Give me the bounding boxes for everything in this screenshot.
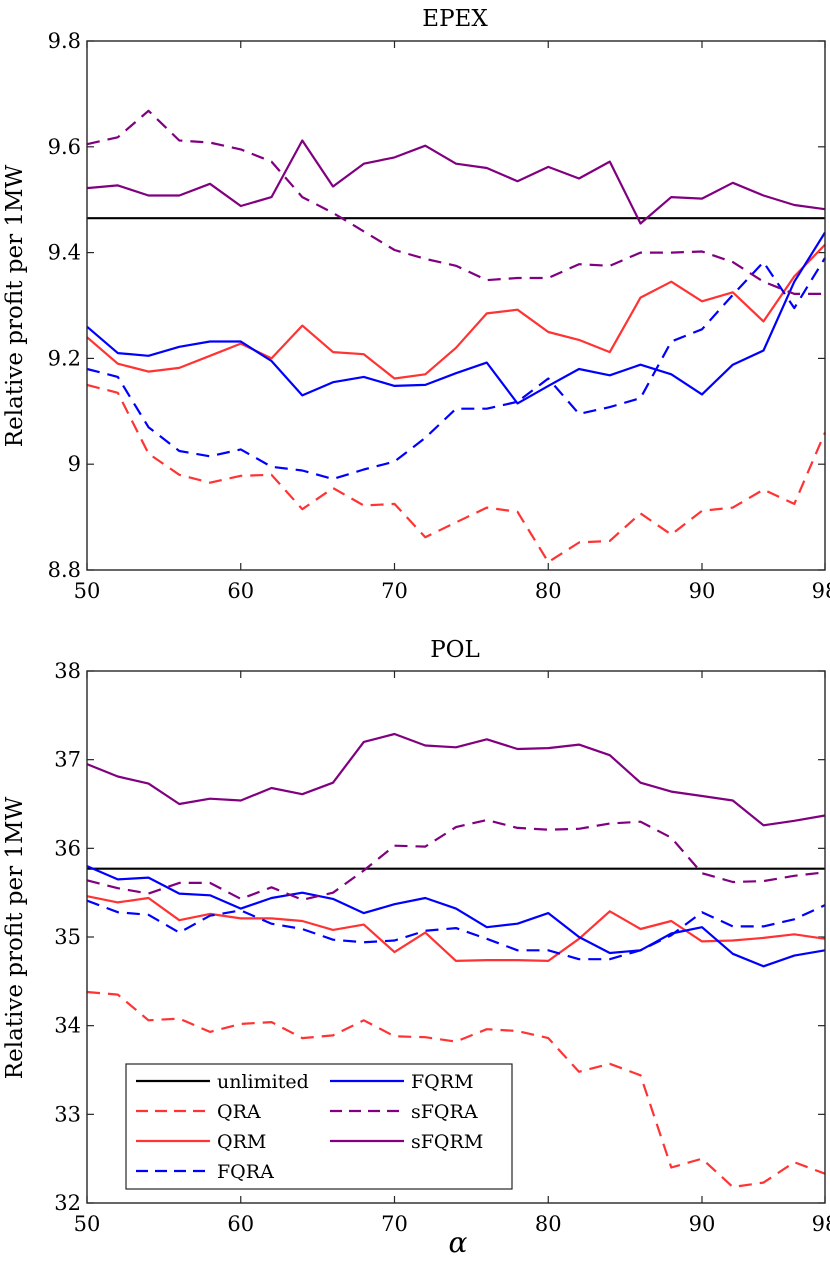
- pol-series-lines: [86, 732, 826, 1189]
- legend: unlimited QRA QRM FQRA FQRM sFQRA: [125, 1063, 513, 1190]
- pol-y-tick-label-32: 32: [54, 1191, 81, 1215]
- epex-x-tick-label-80: 80: [535, 579, 562, 603]
- epex-x-tick-label-70: 70: [381, 579, 408, 603]
- epex-y-tick-label-9-8: 9.8: [48, 29, 81, 53]
- legend-label-sfqra: sFQRA: [411, 1101, 478, 1123]
- pol-x-tick-label-50: 50: [74, 1212, 101, 1236]
- legend-label-sfqrm: sFQRM: [411, 1131, 483, 1153]
- epex-y-tick-label-9-6: 9.6: [48, 135, 81, 159]
- pol-y-tick-label-35: 35: [54, 925, 81, 949]
- pol-x-tick-label-70: 70: [381, 1212, 408, 1236]
- legend-entry-fqrm: FQRM: [330, 1071, 474, 1093]
- pol-x-tick-label-80: 80: [535, 1212, 562, 1236]
- epex-x-tick-label-98: 98: [812, 579, 830, 603]
- legend-label-unlimited: unlimited: [217, 1071, 309, 1093]
- legend-entry-sfqrm: sFQRM: [330, 1131, 483, 1153]
- pol-y-tick-label-34: 34: [54, 1014, 81, 1038]
- epex-series-sfqrm-line: [86, 139, 826, 225]
- x-axis-label-alpha: α: [449, 1226, 468, 1259]
- epex-series-sfqra-line: [86, 109, 825, 295]
- legend-entry-qrm: QRM: [136, 1131, 266, 1153]
- epex-chart-title: EPEX: [422, 6, 488, 32]
- pol-series-sfqra-line: [86, 818, 826, 901]
- epex-series-qra-line: [86, 383, 827, 564]
- legend-entry-qra: QRA: [136, 1101, 261, 1123]
- legend-label-fqra: FQRA: [217, 1161, 274, 1183]
- epex-y-axis-label: Relative profit per 1MW: [2, 164, 28, 447]
- epex-y-tick-label-9: 9: [68, 452, 81, 476]
- legend-label-fqrm: FQRM: [411, 1071, 474, 1093]
- legend-label-qra: QRA: [217, 1101, 261, 1123]
- epex-series-qrm-line: [86, 243, 826, 380]
- epex-ticks: 50 60 70 80 90 98 8.8 9 9.2 9.4 9.6 9.8: [48, 29, 830, 603]
- epex-series-lines: [86, 109, 827, 564]
- epex-x-tick-label-60: 60: [227, 579, 254, 603]
- pol-series-fqrm-line: [86, 865, 826, 968]
- epex-y-tick-label-9-4: 9.4: [48, 241, 81, 265]
- pol-axes-frame: [86, 670, 826, 1204]
- pol-y-tick-label-37: 37: [54, 748, 81, 772]
- epex-chart: EPEX Relative profit per 1MW 50 60 70 80 90 9…: [2, 6, 830, 603]
- pol-x-tick-label-90: 90: [689, 1212, 716, 1236]
- epex-axes-frame: [86, 40, 826, 571]
- pol-y-axis-label: Relative profit per 1MW: [2, 796, 28, 1079]
- legend-entry-sfqra: sFQRA: [330, 1101, 478, 1123]
- epex-y-tick-label-8-8: 8.8: [48, 558, 81, 582]
- epex-x-tick-label-50: 50: [74, 579, 101, 603]
- epex-y-tick-label-9-2: 9.2: [48, 346, 81, 370]
- pol-chart: POL Relative profit per 1MW 50 60 70 80 90 98…: [2, 637, 830, 1259]
- pol-series-fqra-line: [86, 899, 826, 961]
- pol-series-qra-line: [86, 990, 826, 1189]
- legend-label-qrm: QRM: [217, 1131, 266, 1153]
- pol-series-sfqrm-line: [86, 732, 826, 827]
- epex-series-fqra-line: [86, 257, 826, 481]
- epex-series-fqrm-line: [86, 231, 826, 405]
- pol-y-tick-label-38: 38: [54, 659, 81, 683]
- legend-entry-fqra: FQRA: [136, 1161, 274, 1183]
- legend-box: [125, 1063, 513, 1190]
- pol-chart-title: POL: [430, 637, 480, 663]
- pol-series-qrm-line: [86, 895, 826, 963]
- pol-y-tick-label-33: 33: [54, 1102, 81, 1126]
- epex-x-tick-label-90: 90: [689, 579, 716, 603]
- pol-y-tick-label-36: 36: [54, 836, 81, 860]
- pol-x-tick-label-60: 60: [227, 1212, 254, 1236]
- pol-x-tick-label-98: 98: [812, 1212, 830, 1236]
- legend-entry-unlimited: unlimited: [136, 1071, 309, 1093]
